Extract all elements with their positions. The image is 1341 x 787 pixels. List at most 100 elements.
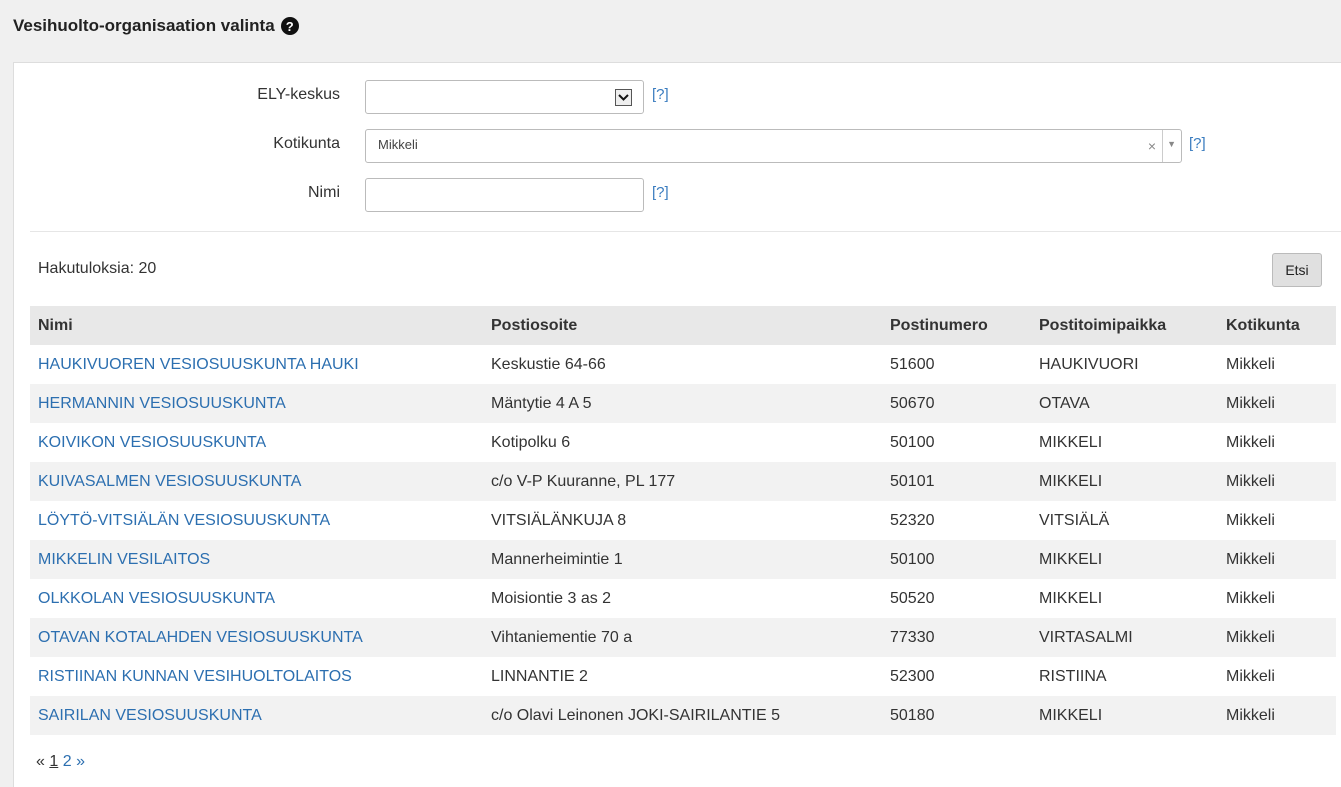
table-cell: MIKKELI xyxy=(1031,540,1218,579)
table-cell: Mikkeli xyxy=(1218,618,1336,657)
table-cell: VIRTASALMI xyxy=(1031,618,1218,657)
table-cell: 52300 xyxy=(882,657,1031,696)
page-header: Vesihuolto-organisaation valinta ? xyxy=(13,14,299,38)
table-cell: Mikkeli xyxy=(1218,540,1336,579)
table-cell: OTAVAN KOTALAHDEN VESIOSUUSKUNTA xyxy=(30,618,483,657)
table-row: OLKKOLAN VESIOSUUSKUNTA Moisiontie 3 as 2… xyxy=(30,579,1336,618)
table-cell: RISTIINA xyxy=(1031,657,1218,696)
pager-next[interactable]: » xyxy=(76,753,85,770)
table-cell: MIKKELI xyxy=(1031,696,1218,735)
table-cell: HAUKIVUORI xyxy=(1031,345,1218,384)
column-header[interactable]: Kotikunta xyxy=(1218,306,1336,345)
table-cell: KOIVIKON VESIOSUUSKUNTA xyxy=(30,423,483,462)
table-cell: Mikkeli xyxy=(1218,579,1336,618)
table-cell: Mikkeli xyxy=(1218,696,1336,735)
organization-link[interactable]: SAIRILAN VESIOSUUSKUNTA xyxy=(38,706,262,724)
kotikunta-value: Mikkeli xyxy=(378,137,418,152)
table-cell: 50100 xyxy=(882,540,1031,579)
table-cell: MIKKELI xyxy=(1031,423,1218,462)
table-cell: Keskustie 64-66 xyxy=(483,345,882,384)
table-cell: KUIVASALMEN VESIOSUUSKUNTA xyxy=(30,462,483,501)
table-row: LÖYTÖ-VITSIÄLÄN VESIOSUUSKUNTA VITSIÄLÄNK… xyxy=(30,501,1336,540)
ely-select[interactable] xyxy=(365,80,644,114)
kotikunta-label: Kotikunta xyxy=(273,135,340,152)
kotikunta-row: Kotikunta Mikkeli × ▼ [?] xyxy=(14,129,1341,163)
table-row: MIKKELIN VESILAITOS Mannerheimintie 1 5010… xyxy=(30,540,1336,579)
pagination: « 1 2 » xyxy=(36,753,85,771)
divider xyxy=(30,231,1341,232)
kotikunta-help-link[interactable]: [?] xyxy=(1189,135,1206,152)
table-cell: Mäntytie 4 A 5 xyxy=(483,384,882,423)
table-cell: Moisiontie 3 as 2 xyxy=(483,579,882,618)
table-cell: HERMANNIN VESIOSUUSKUNTA xyxy=(30,384,483,423)
table-row: RISTIINAN KUNNAN VESIHUOLTOLAITOS LINNANT… xyxy=(30,657,1336,696)
table-cell: Mannerheimintie 1 xyxy=(483,540,882,579)
table-cell: Vihtaniementie 70 a xyxy=(483,618,882,657)
search-button[interactable]: Etsi xyxy=(1272,253,1322,287)
table-cell: VITSIÄLÄ xyxy=(1031,501,1218,540)
result-count: Hakutuloksia: 20 xyxy=(38,260,157,277)
nimi-input[interactable] xyxy=(365,178,644,212)
organization-link[interactable]: HAUKIVUOREN VESIOSUUSKUNTA HAUKI xyxy=(38,355,359,373)
chevron-down-icon[interactable] xyxy=(615,89,632,106)
table-cell: 50520 xyxy=(882,579,1031,618)
table-cell: Mikkeli xyxy=(1218,462,1336,501)
select-separator xyxy=(1162,130,1163,162)
organization-link[interactable]: HERMANNIN VESIOSUUSKUNTA xyxy=(38,394,286,412)
table-header-row: Nimi Postiosoite Postinumero Postitoimip… xyxy=(30,306,1336,345)
organization-link[interactable]: OLKKOLAN VESIOSUUSKUNTA xyxy=(38,589,276,607)
table-cell: 50670 xyxy=(882,384,1031,423)
table-cell: 50101 xyxy=(882,462,1031,501)
ely-help-link[interactable]: [?] xyxy=(652,86,669,103)
table-cell: Mikkeli xyxy=(1218,345,1336,384)
column-header[interactable]: Postinumero xyxy=(882,306,1031,345)
organization-link[interactable]: OTAVAN KOTALAHDEN VESIOSUUSKUNTA xyxy=(38,628,363,646)
table-cell: Mikkeli xyxy=(1218,384,1336,423)
clear-icon[interactable]: × xyxy=(1147,138,1156,154)
table-cell: 52320 xyxy=(882,501,1031,540)
search-panel: ELY-keskus [?] Kotikunta Mikkeli × ▼ [?]… xyxy=(13,62,1341,787)
table-cell: 77330 xyxy=(882,618,1031,657)
organization-link[interactable]: RISTIINAN KUNNAN VESIHUOLTOLAITOS xyxy=(38,667,352,685)
table-cell: OTAVA xyxy=(1031,384,1218,423)
table-row: HAUKIVUOREN VESIOSUUSKUNTA HAUKI Keskusti… xyxy=(30,345,1336,384)
table-row: KUIVASALMEN VESIOSUUSKUNTA c/o V-P Kuuran… xyxy=(30,462,1336,501)
table-cell: MIKKELIN VESILAITOS xyxy=(30,540,483,579)
caret-down-icon[interactable]: ▼ xyxy=(1167,139,1176,149)
table-row: HERMANNIN VESIOSUUSKUNTA Mäntytie 4 A 5 50… xyxy=(30,384,1336,423)
table-cell: Mikkeli xyxy=(1218,501,1336,540)
page-title: Vesihuolto-organisaation valinta xyxy=(13,16,275,35)
results-table: Nimi Postiosoite Postinumero Postitoimip… xyxy=(30,306,1336,735)
table-row: SAIRILAN VESIOSUUSKUNTA c/o Olavi Leinone… xyxy=(30,696,1336,735)
ely-row: ELY-keskus [?] xyxy=(14,80,1341,114)
pager-prev: « xyxy=(36,753,45,770)
table-cell: Kotipolku 6 xyxy=(483,423,882,462)
organization-link[interactable]: KOIVIKON VESIOSUUSKUNTA xyxy=(38,433,267,451)
kotikunta-select[interactable]: Mikkeli × ▼ xyxy=(365,129,1182,163)
pager-page-current: 1 xyxy=(49,753,59,770)
column-header[interactable]: Postitoimipaikka xyxy=(1031,306,1218,345)
nimi-label: Nimi xyxy=(308,184,340,201)
table-cell: LINNANTIE 2 xyxy=(483,657,882,696)
organization-link[interactable]: LÖYTÖ-VITSIÄLÄN VESIOSUUSKUNTA xyxy=(38,511,331,529)
table-cell: LÖYTÖ-VITSIÄLÄN VESIOSUUSKUNTA xyxy=(30,501,483,540)
table-cell: 51600 xyxy=(882,345,1031,384)
column-header[interactable]: Nimi xyxy=(30,306,483,345)
table-cell: HAUKIVUOREN VESIOSUUSKUNTA HAUKI xyxy=(30,345,483,384)
nimi-help-link[interactable]: [?] xyxy=(652,184,669,201)
table-cell: c/o Olavi Leinonen JOKI-SAIRILANTIE 5 xyxy=(483,696,882,735)
table-cell: Mikkeli xyxy=(1218,423,1336,462)
table-cell: OLKKOLAN VESIOSUUSKUNTA xyxy=(30,579,483,618)
question-circle-icon[interactable]: ? xyxy=(280,17,299,35)
table-cell: SAIRILAN VESIOSUUSKUNTA xyxy=(30,696,483,735)
table-cell: VITSIÄLÄNKUJA 8 xyxy=(483,501,882,540)
organization-link[interactable]: MIKKELIN VESILAITOS xyxy=(38,550,211,568)
table-cell: MIKKELI xyxy=(1031,462,1218,501)
column-header[interactable]: Postiosoite xyxy=(483,306,882,345)
pager-page-link[interactable]: 2 xyxy=(62,753,72,770)
table-row: OTAVAN KOTALAHDEN VESIOSUUSKUNTA Vihtanie… xyxy=(30,618,1336,657)
table-cell: Mikkeli xyxy=(1218,657,1336,696)
table-cell: MIKKELI xyxy=(1031,579,1218,618)
table-cell: 50100 xyxy=(882,423,1031,462)
organization-link[interactable]: KUIVASALMEN VESIOSUUSKUNTA xyxy=(38,472,302,490)
